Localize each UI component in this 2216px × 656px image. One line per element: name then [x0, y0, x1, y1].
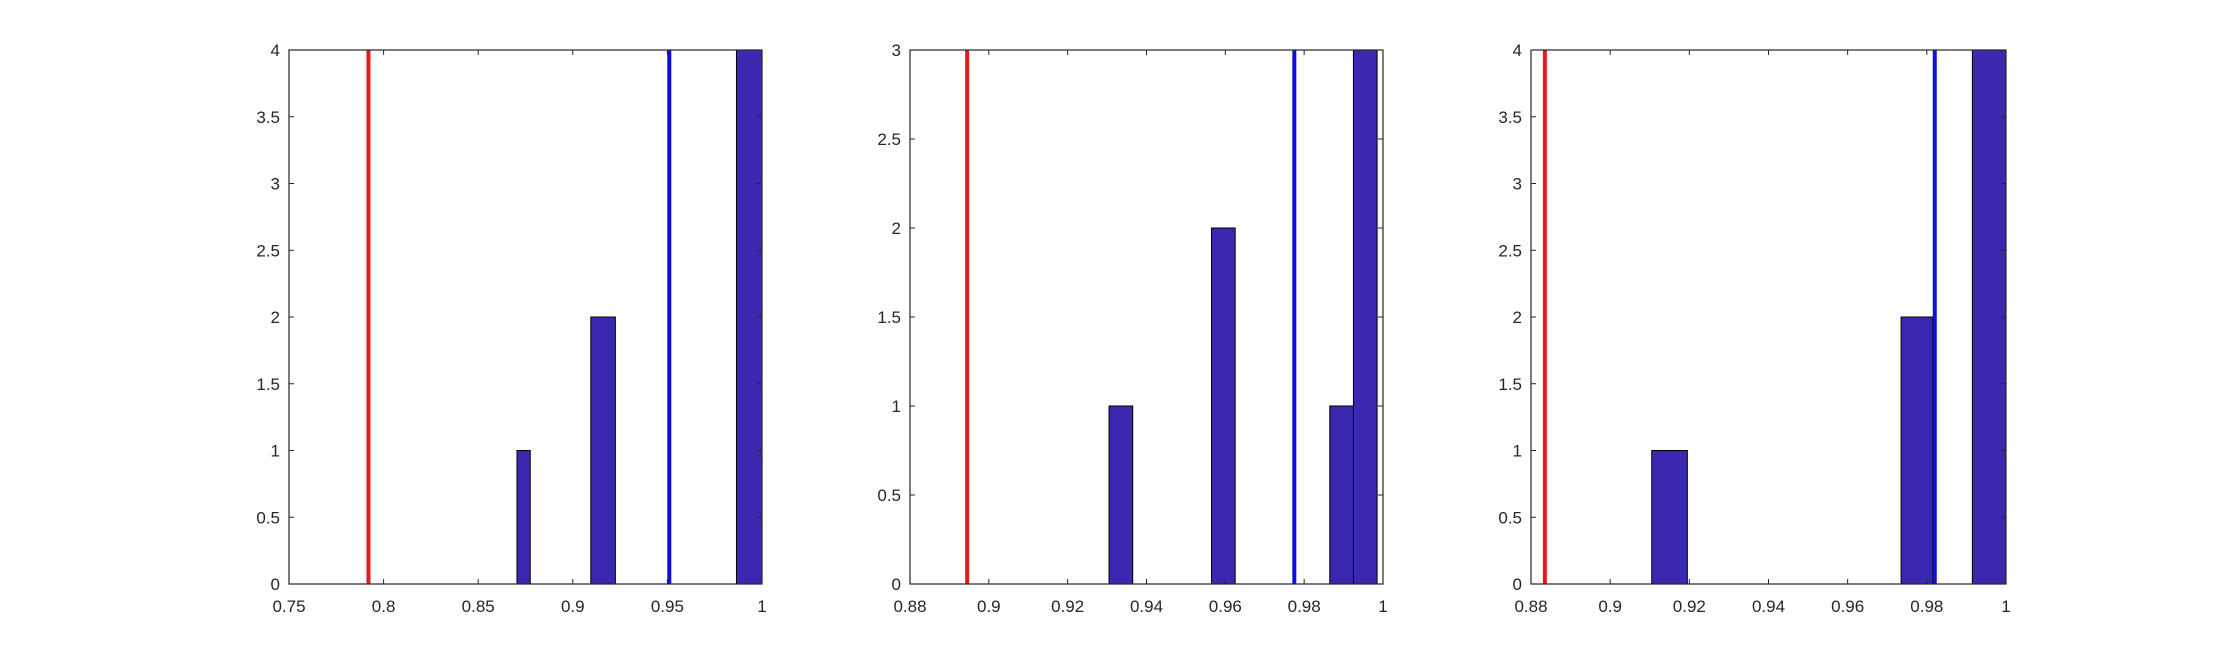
y-tick-label: 2.5: [877, 130, 901, 149]
y-tick-label: 2.5: [1498, 241, 1522, 260]
y-tick-label: 2: [1513, 308, 1522, 327]
x-tick-label: 1: [757, 597, 766, 616]
x-tick-label: 0.88: [893, 597, 926, 616]
y-tick-label: 0: [271, 575, 280, 594]
y-tick-label: 0: [892, 575, 901, 594]
y-tick-label: 4: [271, 41, 280, 60]
y-tick-label: 2: [271, 308, 280, 327]
histogram-bar-3: [1211, 227, 1236, 585]
x-tick-label: 0.92: [1673, 597, 1706, 616]
y-tick-label: 3.5: [1498, 108, 1522, 127]
y-tick-label: 3: [1513, 175, 1522, 194]
x-tick-label: 0.98: [1288, 597, 1321, 616]
x-tick-label: 0.98: [1910, 597, 1943, 616]
histogram-bar-1: [1651, 450, 1688, 585]
x-tick-label: 1: [1378, 597, 1387, 616]
y-tick-label: 1: [271, 442, 280, 461]
histogram-bar-5: [1352, 49, 1378, 585]
y-tick-label: 4: [1513, 41, 1522, 60]
histogram-bar-3: [1900, 316, 1934, 585]
x-tick-label: 1: [2001, 597, 2010, 616]
y-tick-label: 1.5: [1498, 375, 1522, 394]
x-tick-label: 0.8: [372, 597, 396, 616]
x-tick-label: 0.85: [462, 597, 495, 616]
histogram-bar-2: [590, 316, 616, 585]
plot-area: [910, 50, 1383, 584]
chart-panel-1: 0.75 0.8 0.85 0.9 0.95 1 0 0.5 1 1.5 2 2.5 3 3.5 4: [256, 41, 766, 616]
y-tick-label: 1: [1513, 442, 1522, 461]
x-tick-label: 0.9: [561, 597, 585, 616]
x-tick-label: 0.75: [272, 597, 305, 616]
y-tick-label: 3: [892, 41, 901, 60]
x-tick-label: 0.94: [1752, 597, 1785, 616]
chart-panel-2: 0.88 0.9 0.92 0.94 0.96 0.98 1 0 0.5 1 1.5 2 2.5 3: [877, 41, 1387, 616]
x-tick-label: 0.92: [1051, 597, 1084, 616]
y-tick-label: 1: [892, 397, 901, 416]
x-tick-label: 0.96: [1831, 597, 1864, 616]
x-tick-label: 0.94: [1130, 597, 1163, 616]
y-tick-label: 1.5: [256, 375, 280, 394]
x-tick-label: 0.9: [977, 597, 1001, 616]
y-tick-label: 0: [1513, 575, 1522, 594]
y-tick-label: 0.5: [1498, 508, 1522, 527]
y-tick-label: 3.5: [256, 108, 280, 127]
x-tick-label: 0.96: [1209, 597, 1242, 616]
histogram-bar-1: [516, 450, 531, 585]
histogram-bar-4: [1329, 405, 1354, 585]
x-tick-label: 0.88: [1514, 597, 1547, 616]
histogram-bar-4: [1971, 49, 2007, 585]
y-tick-label: 3: [271, 175, 280, 194]
x-tick-label: 0.9: [1598, 597, 1622, 616]
y-tick-label: 2.5: [256, 241, 280, 260]
histogram-bar-1: [1108, 405, 1134, 585]
y-tick-label: 2: [892, 219, 901, 238]
x-tick-label: 0.95: [651, 597, 684, 616]
chart-panel-3: 0.88 0.9 0.92 0.94 0.96 0.98 1 0 0.5 1 1.5 2 2.5 3 3.5…: [1498, 41, 2010, 616]
y-tick-label: 0.5: [877, 486, 901, 505]
y-tick-label: 1.5: [877, 308, 901, 327]
y-tick-label: 0.5: [256, 508, 280, 527]
